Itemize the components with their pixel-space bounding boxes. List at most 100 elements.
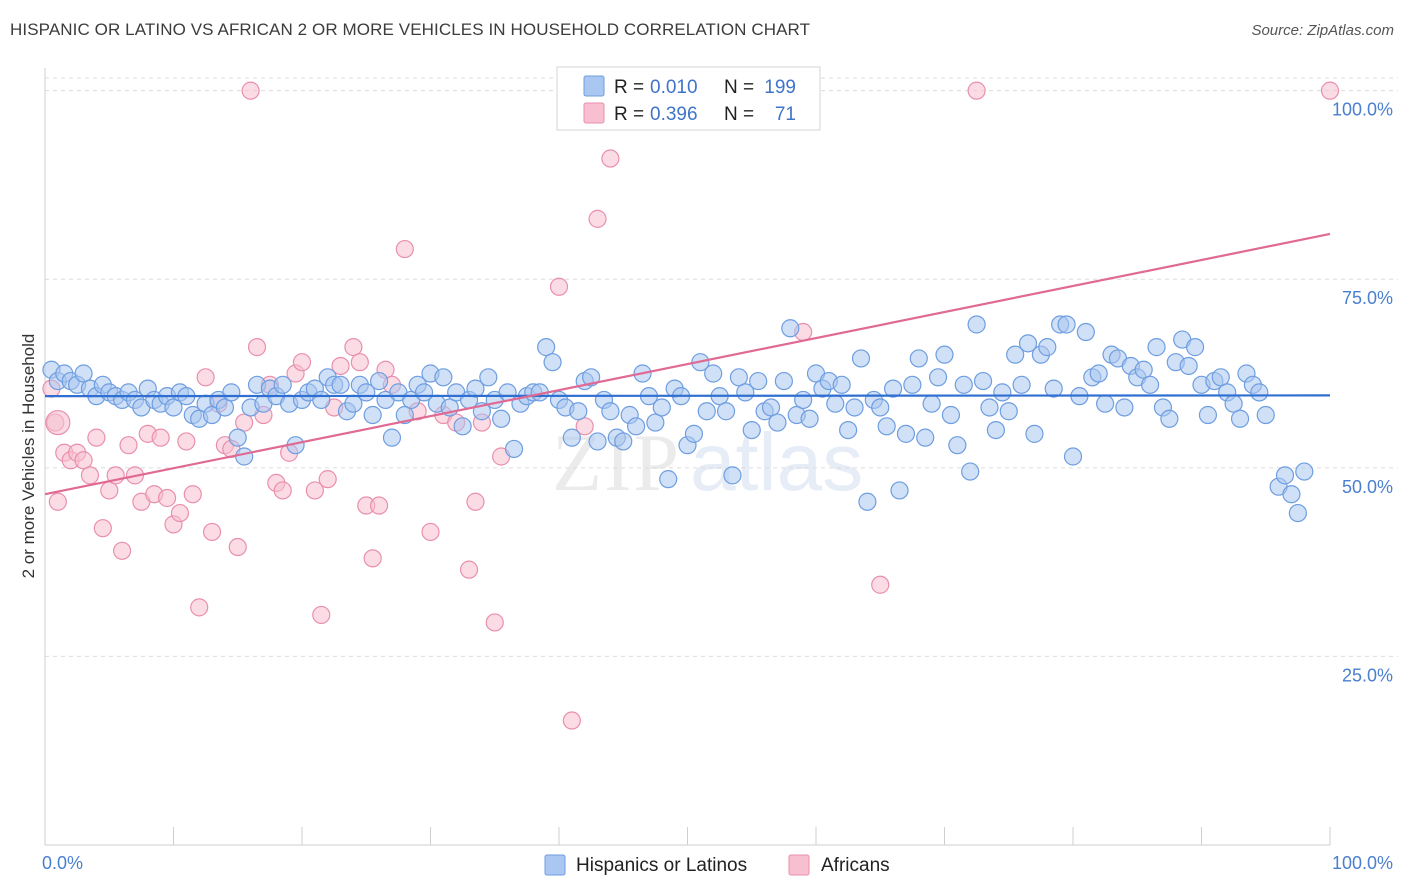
hispanics-point-78 (543, 353, 562, 372)
hispanics-point-171 (1140, 375, 1160, 394)
legend-r-value-2: 0.396 (650, 104, 698, 125)
hispanics-point-194 (1295, 462, 1314, 481)
hispanics-point-70 (492, 409, 511, 428)
africans-point-63 (549, 277, 569, 296)
africans-point-65 (575, 417, 594, 436)
hispanics-point-106 (723, 466, 742, 485)
hispanics-point-61 (434, 368, 453, 387)
legend-swatch-pink (583, 102, 605, 124)
africans-point-18 (151, 428, 170, 447)
legend-n-label-1: N = (724, 77, 754, 98)
hispanics-point-193 (1288, 503, 1307, 523)
legend-r-label-2: R = (614, 104, 644, 125)
hispanics-point-117 (794, 390, 813, 410)
source-note: Source: ZipAtlas.com (1251, 22, 1394, 39)
hispanics-point-109 (742, 420, 761, 440)
hispanics-point-55 (395, 405, 414, 425)
hispanics-point-100 (684, 424, 704, 443)
hispanics-point-110 (749, 371, 768, 391)
africans-point-69 (871, 575, 890, 594)
hispanics-point-148 (993, 383, 1012, 402)
africans-point-10 (100, 481, 119, 500)
hispanics-point-144 (967, 315, 986, 334)
hispanics-point-132 (890, 481, 909, 500)
hispanics-point-68 (479, 368, 498, 387)
y-axis-title: 2 or more Vehicles in Household (19, 334, 38, 579)
africans-point-2 (48, 492, 67, 511)
hispanics-point-161 (1076, 322, 1095, 342)
hispanics-point-129 (871, 398, 890, 417)
hispanics-point-87 (601, 402, 620, 421)
hispanics-point-105 (716, 402, 736, 421)
hispanics-point-138 (928, 368, 948, 387)
legend-n-value-2: 71 (775, 104, 796, 125)
hispanics-point-124 (839, 420, 858, 440)
hispanics-point-118 (800, 409, 819, 428)
africans-point-8 (87, 428, 106, 447)
africans-point-6 (74, 451, 93, 470)
series-legend-swatch-blue (544, 854, 566, 876)
africans-point-70 (967, 81, 986, 100)
y-tick-labels: 25.0% 50.0% 75.0% 100.0% (1332, 100, 1393, 686)
africans-point-19 (157, 488, 177, 508)
hispanics-point-150 (1006, 345, 1025, 364)
hispanics-point-163 (1089, 364, 1108, 383)
hispanics-point-89 (614, 432, 633, 451)
hispanics-point-136 (916, 428, 935, 447)
africans-point-61 (485, 613, 504, 632)
hispanics-point-94 (646, 413, 665, 432)
africans-point-31 (235, 413, 254, 432)
hispanics-point-152 (1018, 334, 1038, 353)
series-legend-swatch-pink (788, 854, 810, 876)
hispanics-point-146 (980, 398, 999, 417)
africans-point-7 (80, 466, 100, 485)
hispanics-point-180 (1198, 405, 1218, 425)
africans-point-49 (363, 549, 382, 568)
hispanics-point-151 (1012, 375, 1031, 394)
hispanics-point-170 (1134, 360, 1153, 379)
hispanics-point-45 (331, 375, 350, 394)
africans-point-26 (202, 522, 222, 542)
hispanics-point-184 (1224, 394, 1243, 413)
hispanics-point-131 (883, 379, 903, 398)
hispanics-point-72 (504, 439, 524, 459)
africans-point-42 (312, 605, 331, 625)
hispanics-point-156 (1044, 379, 1063, 398)
hispanics-point-19 (164, 398, 183, 417)
hispanics-point-145 (973, 371, 993, 391)
africans-point-55 (421, 522, 440, 542)
hispanics-point-113 (768, 413, 787, 432)
hispanics-point-96 (659, 470, 678, 489)
africans-point-9 (93, 519, 112, 538)
hispanics-point-139 (935, 345, 954, 364)
africans-point-large (45, 409, 71, 436)
africans-points (42, 81, 1340, 730)
africans-point-47 (350, 353, 369, 372)
hispanics-point-102 (697, 402, 716, 421)
africans-point-25 (196, 368, 215, 387)
africans-point-24 (190, 598, 209, 617)
series-legend-label-africans: Africans (821, 855, 890, 876)
y-tick-label-100: 100.0% (1332, 100, 1393, 120)
africans-point-53 (395, 239, 414, 259)
hispanics-point-153 (1025, 424, 1044, 443)
hispanics-point-107 (729, 368, 749, 387)
hispanics-point-28 (222, 383, 241, 402)
hispanics-point-189 (1256, 405, 1275, 425)
hispanics-point-66 (466, 379, 485, 398)
legend-swatch-blue (583, 75, 605, 97)
hispanics-point-191 (1275, 466, 1295, 485)
africans-point-67 (601, 149, 620, 168)
africans-point-64 (562, 711, 581, 730)
hispanics-point-30 (235, 447, 254, 466)
x-axis-ticks (44, 827, 1331, 845)
hispanics-point-36 (273, 375, 292, 394)
hispanics-point-103 (704, 364, 723, 383)
legend-r-value-1: 0.010 (650, 77, 698, 98)
hispanics-point-77 (537, 338, 556, 357)
hispanics-point-155 (1038, 338, 1057, 357)
africans-point-71 (1320, 81, 1340, 100)
africans-point-13 (119, 436, 138, 455)
hispanics-point-142 (954, 375, 973, 394)
